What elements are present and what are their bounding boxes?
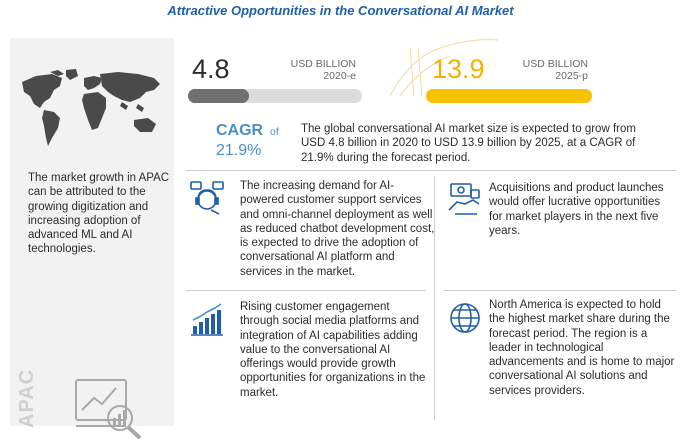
item-north-america-text: North America is expected to hold the hi… bbox=[489, 299, 675, 397]
unit-2025: USD BILLION 2025-p bbox=[500, 58, 588, 82]
cagr-value: 21.9% bbox=[216, 142, 262, 159]
value-2025: 13.9 bbox=[432, 54, 485, 84]
cagr-label: CAGR bbox=[216, 122, 264, 139]
row-divider-left bbox=[186, 290, 426, 291]
world-map-icon bbox=[22, 69, 160, 146]
bar-2020 bbox=[188, 89, 249, 103]
bar-2025 bbox=[426, 89, 592, 103]
market-description: The global conversational AI market size… bbox=[301, 123, 636, 164]
item-engagement-text: Rising customer engagement through socia… bbox=[240, 301, 426, 399]
money-icon bbox=[448, 183, 480, 215]
cagr-of: of bbox=[270, 126, 279, 138]
left-panel: The market growth in APAC can be attribu… bbox=[10, 38, 174, 440]
value-2020: 4.8 bbox=[192, 54, 230, 84]
year-2025-label: 2025-p bbox=[555, 70, 588, 82]
growth-chart-icon bbox=[191, 303, 223, 336]
item-acquisitions-text: Acquisitions and product launches would … bbox=[489, 182, 664, 237]
page-title: Attractive Opportunities in the Conversa… bbox=[167, 3, 514, 18]
customer-support-icon bbox=[190, 181, 224, 215]
region-label: APAC bbox=[16, 368, 38, 428]
decorative-lines bbox=[389, 39, 499, 97]
magnifier-chart-icon bbox=[75, 379, 142, 440]
row-divider-right bbox=[444, 290, 676, 291]
year-2020-label: 2020-e bbox=[323, 70, 356, 82]
unit-2020: USD BILLION 2020-e bbox=[268, 58, 356, 82]
unit-2025-label: USD BILLION bbox=[522, 58, 588, 70]
section-divider bbox=[186, 170, 676, 171]
globe-icon bbox=[450, 303, 480, 333]
column-divider bbox=[434, 176, 435, 420]
apac-growth-text: The market growth in APAC can be attribu… bbox=[28, 172, 170, 256]
item-customer-support-text: The increasing demand for AI-powered cus… bbox=[240, 180, 435, 278]
unit-2020-label: USD BILLION bbox=[290, 58, 356, 70]
